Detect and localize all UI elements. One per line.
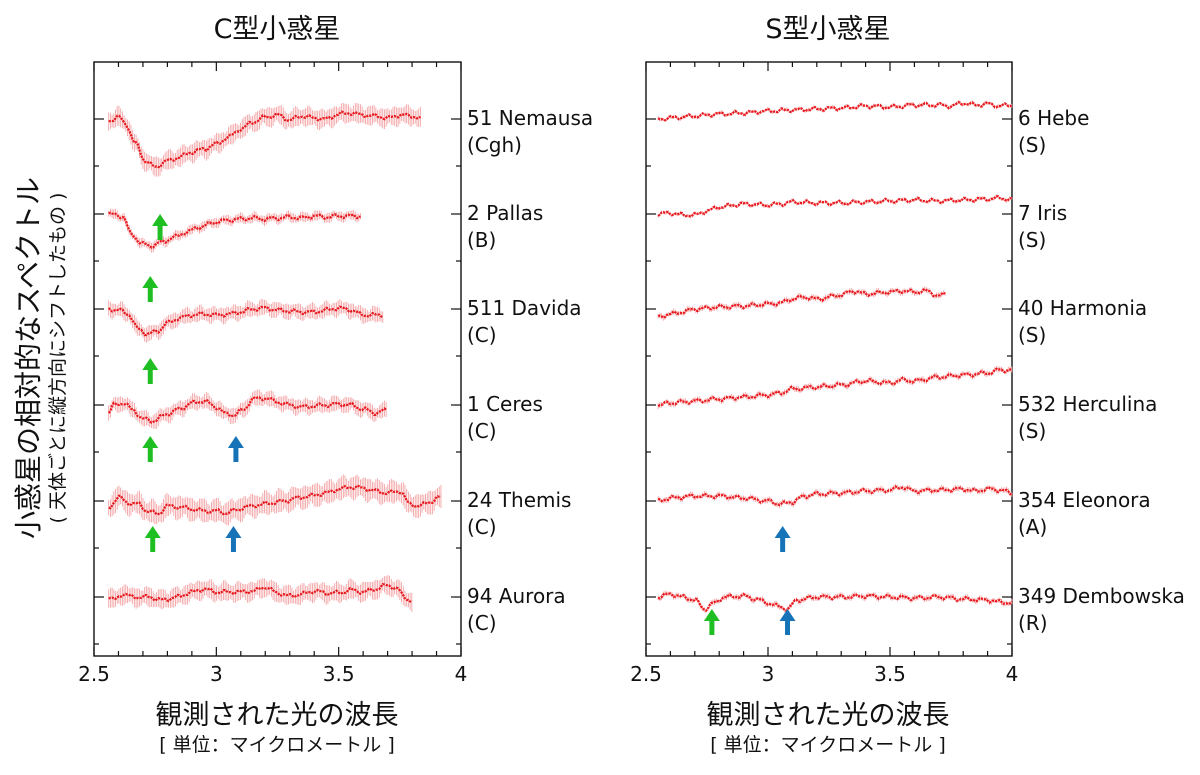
spectra-lines xyxy=(657,100,1013,613)
asteroid-labels: 51 Nemausa (Cgh) 2 Pallas (B) 511 Davida (C) 1… xyxy=(467,106,593,635)
panel-title: S型小惑星 xyxy=(765,14,890,45)
x-axis-unit: [ 単位：マイクロメートル ] xyxy=(159,734,395,756)
x-tick-label: 3 xyxy=(762,662,775,686)
asteroid-type-label: (S) xyxy=(1018,323,1046,347)
asteroid-name-label: 6 Hebe xyxy=(1018,106,1089,130)
s-type-panel: S型小惑星 2.5 3 3.5 4 6 Hebe (S) 7 Iris (S) 40 Harm… xyxy=(630,14,1185,756)
asteroid-type-label: (C) xyxy=(467,323,497,347)
blue-absorption-arrow-icon xyxy=(225,526,242,552)
spectra-lines xyxy=(107,110,442,604)
spectrum-line xyxy=(108,583,413,604)
green-absorption-arrow-icon xyxy=(703,609,720,635)
error-bars xyxy=(657,100,1013,614)
blue-absorption-arrow-icon xyxy=(227,436,244,462)
asteroid-name-label: 2 Pallas xyxy=(467,201,543,225)
spectrum-line xyxy=(108,110,422,169)
blue-absorption-arrow-icon xyxy=(779,609,796,635)
absorption-arrows xyxy=(142,214,244,552)
absorption-arrows xyxy=(703,526,796,635)
asteroid-type-label: (S) xyxy=(1018,133,1046,157)
asteroid-name-label: 532 Herculina xyxy=(1018,392,1157,416)
spectrum-line xyxy=(657,367,1012,408)
spectrum-line xyxy=(657,287,946,319)
green-absorption-arrow-icon xyxy=(152,214,169,240)
plot-frame xyxy=(645,61,1013,657)
y-axis-label-note: ( 天体ごとに縦方向にシフトしたもの ) xyxy=(47,193,69,524)
green-absorption-arrow-icon xyxy=(142,276,159,302)
spectrum-line xyxy=(108,211,362,249)
spectrum-line xyxy=(107,396,387,424)
asteroid-name-label: 349 Dembowska xyxy=(1018,584,1185,608)
asteroid-name-label: 511 Davida xyxy=(467,296,582,320)
x-axis-label: 観測された光の波長 xyxy=(707,700,950,731)
x-tick-label: 3.5 xyxy=(323,662,355,686)
green-absorption-arrow-icon xyxy=(144,526,161,552)
spectrum-line xyxy=(657,100,1012,122)
blue-absorption-arrow-icon xyxy=(774,526,791,552)
asteroid-name-label: 51 Nemausa xyxy=(467,106,593,130)
x-tick-label: 3.5 xyxy=(874,662,906,686)
asteroid-labels: 6 Hebe (S) 7 Iris (S) 40 Harmonia (S) 532 Herc… xyxy=(1018,106,1185,635)
green-absorption-arrow-icon xyxy=(142,358,159,384)
asteroid-type-label: (S) xyxy=(1018,419,1046,443)
asteroid-name-label: 40 Harmonia xyxy=(1018,296,1147,320)
green-absorption-arrow-icon xyxy=(142,436,159,462)
asteroid-type-label: (C) xyxy=(467,611,497,635)
spectrum-line xyxy=(657,485,1013,507)
spectrum-line xyxy=(657,195,1012,218)
x-axis-unit: [ 単位：マイクロメートル ] xyxy=(710,734,946,756)
x-tick-label: 2.5 xyxy=(630,662,662,686)
spectrum-line xyxy=(108,484,442,516)
x-axis-ticks: 2.5 3 3.5 4 xyxy=(630,62,1018,686)
x-tick-label: 3 xyxy=(210,662,223,686)
asteroid-type-label: (S) xyxy=(1018,228,1046,252)
asteroid-name-label: 354 Eleonora xyxy=(1018,488,1151,512)
asteroid-name-label: 7 Iris xyxy=(1018,201,1067,225)
asteroid-type-label: (C) xyxy=(467,515,497,539)
asteroid-name-label: 94 Aurora xyxy=(467,584,566,608)
asteroid-name-label: 24 Themis xyxy=(467,488,571,512)
asteroid-type-label: (B) xyxy=(467,228,496,252)
asteroid-type-label: (Cgh) xyxy=(467,133,522,157)
spectrum-line xyxy=(657,592,1013,613)
panel-title: C型小惑星 xyxy=(214,14,341,45)
asteroid-name-label: 1 Ceres xyxy=(467,392,543,416)
x-axis-label: 観測された光の波長 xyxy=(156,700,399,731)
x-tick-label: 2.5 xyxy=(78,662,110,686)
c-type-panel: C型小惑星 2.5 3 3.5 4 51 Nemausa (Cgh) 2 Pallas (B… xyxy=(78,14,593,756)
x-axis-ticks: 2.5 3 3.5 4 xyxy=(78,62,467,686)
x-tick-label: 4 xyxy=(1006,662,1019,686)
asteroid-type-label: (R) xyxy=(1018,611,1048,635)
plot-frame xyxy=(93,61,462,657)
x-tick-label: 4 xyxy=(455,662,468,686)
y-axis-label: 小惑星の相対的なスペクトル xyxy=(12,177,45,539)
spectrum-line xyxy=(107,305,384,337)
asteroid-type-label: (C) xyxy=(467,419,497,443)
asteroid-type-label: (A) xyxy=(1018,515,1047,539)
